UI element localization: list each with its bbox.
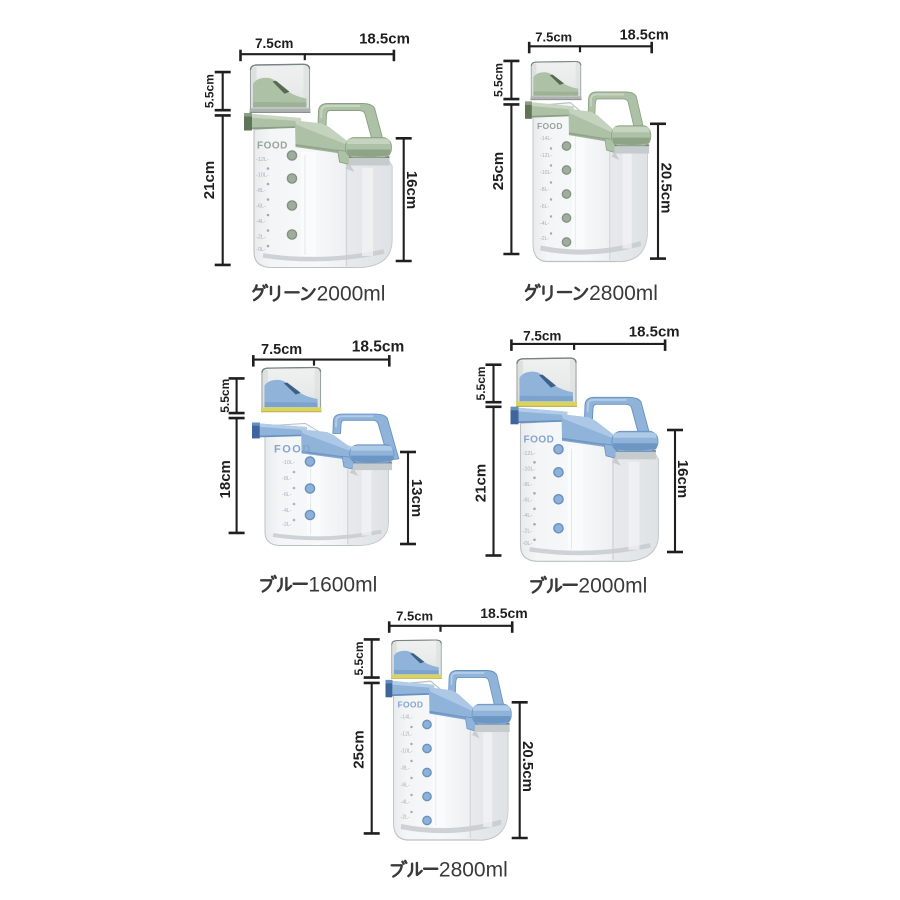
- svg-text:25cm: 25cm: [490, 152, 507, 190]
- svg-text:-4L-: -4L-: [540, 221, 549, 227]
- svg-text:18.5cm: 18.5cm: [359, 31, 410, 48]
- svg-text:-6L-: -6L-: [540, 204, 549, 210]
- svg-text:16cm: 16cm: [674, 460, 691, 498]
- svg-text:25cm: 25cm: [350, 730, 367, 768]
- svg-text:18.5cm: 18.5cm: [480, 605, 527, 621]
- svg-text:-14L-: -14L-: [540, 136, 552, 142]
- svg-text:-12L-: -12L-: [540, 153, 552, 159]
- svg-text:-2L-: -2L-: [523, 528, 533, 534]
- svg-text:-14L-: -14L-: [401, 715, 413, 721]
- svg-text:-12L-: -12L-: [401, 732, 413, 738]
- svg-text:2000ml: 2000ml: [578, 575, 647, 598]
- svg-text:1600ml: 1600ml: [308, 574, 377, 597]
- svg-text:-8L-: -8L-: [523, 482, 533, 488]
- svg-text:5.5cm: 5.5cm: [492, 63, 506, 97]
- svg-text:-4L-: -4L-: [282, 508, 292, 514]
- svg-text:5.5cm: 5.5cm: [474, 366, 488, 400]
- svg-text:-6L-: -6L-: [401, 783, 410, 789]
- svg-text:-8L-: -8L-: [282, 476, 292, 482]
- svg-text:-10L-: -10L-: [282, 460, 295, 466]
- svg-text:20.5cm: 20.5cm: [658, 163, 675, 214]
- svg-text:5.5cm: 5.5cm: [218, 379, 232, 413]
- svg-text:-12L-: -12L-: [523, 451, 536, 457]
- svg-text:5.5cm: 5.5cm: [352, 641, 366, 675]
- svg-text:-8L-: -8L-: [540, 187, 549, 193]
- svg-text:21cm: 21cm: [201, 161, 218, 199]
- svg-text:FOOD: FOOD: [537, 121, 563, 131]
- svg-text:-12L-: -12L-: [256, 157, 269, 163]
- svg-text:-6L-: -6L-: [256, 204, 266, 210]
- svg-text:7.5cm: 7.5cm: [396, 609, 433, 624]
- svg-text:21cm: 21cm: [472, 464, 489, 502]
- svg-text:16cm: 16cm: [403, 171, 420, 209]
- svg-text:-2L-: -2L-: [401, 815, 410, 821]
- svg-text:-2L-: -2L-: [256, 235, 266, 241]
- svg-text:-2L-: -2L-: [540, 236, 549, 242]
- svg-text:18.5cm: 18.5cm: [629, 324, 680, 341]
- svg-text:13cm: 13cm: [408, 479, 425, 517]
- svg-text:18.5cm: 18.5cm: [352, 339, 405, 356]
- svg-text:FOOD: FOOD: [257, 141, 288, 152]
- svg-text:FOOD: FOOD: [398, 700, 424, 710]
- svg-text:7.5cm: 7.5cm: [261, 342, 302, 358]
- svg-text:-8L-: -8L-: [256, 188, 266, 194]
- svg-text:-4L-: -4L-: [256, 219, 266, 225]
- svg-text:7.5cm: 7.5cm: [255, 36, 293, 51]
- svg-text:-0L-: -0L-: [523, 541, 533, 547]
- svg-text:2000ml: 2000ml: [317, 282, 386, 305]
- svg-text:-4L-: -4L-: [523, 513, 533, 519]
- svg-text:-6L-: -6L-: [523, 497, 533, 503]
- svg-text:-8L-: -8L-: [401, 766, 410, 772]
- svg-text:-2L-: -2L-: [282, 522, 292, 528]
- svg-text:7.5cm: 7.5cm: [535, 30, 572, 45]
- svg-text:2800ml: 2800ml: [439, 859, 508, 882]
- svg-text:-10L-: -10L-: [401, 749, 413, 755]
- svg-text:-10L-: -10L-: [256, 173, 269, 179]
- svg-text:-0L-: -0L-: [256, 247, 266, 253]
- svg-text:7.5cm: 7.5cm: [523, 328, 561, 343]
- svg-text:2800ml: 2800ml: [589, 282, 658, 305]
- svg-text:-10L-: -10L-: [523, 466, 536, 472]
- svg-text:20.5cm: 20.5cm: [519, 741, 536, 792]
- svg-text:-10L-: -10L-: [540, 170, 552, 176]
- svg-text:FOOD: FOOD: [274, 444, 312, 456]
- svg-text:18cm: 18cm: [217, 460, 234, 498]
- svg-text:FOOD: FOOD: [524, 434, 555, 445]
- svg-text:-6L-: -6L-: [282, 492, 292, 498]
- svg-text:5.5cm: 5.5cm: [203, 74, 217, 108]
- svg-text:-4L-: -4L-: [401, 800, 410, 806]
- svg-text:18.5cm: 18.5cm: [620, 28, 669, 44]
